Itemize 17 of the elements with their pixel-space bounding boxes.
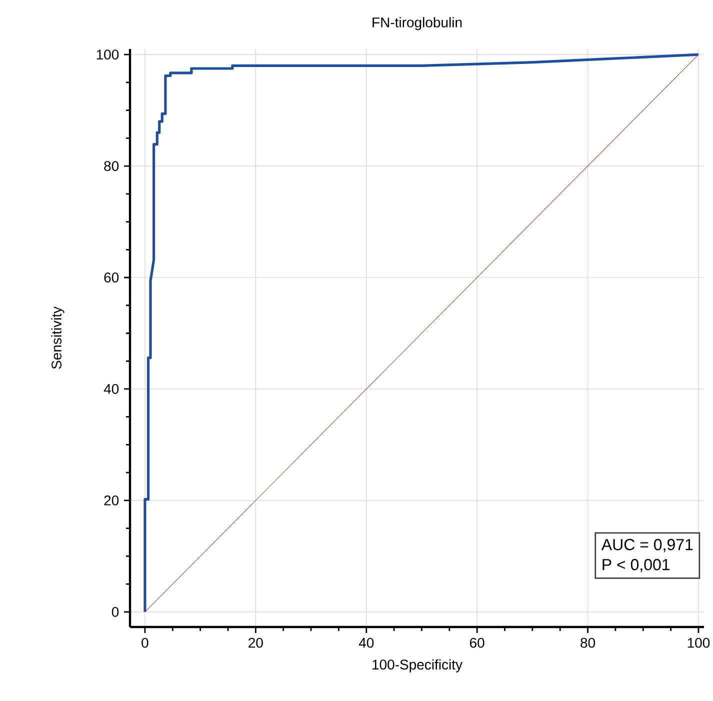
y-tick-label: 20 [104,496,119,506]
annotation: P < 0,001 [602,558,670,572]
y-tick-label: 80 [104,161,119,171]
chart-title: FN-tiroglobulin [372,17,462,30]
annotation: AUC = 0,971 [601,538,693,552]
x-tick-label: 80 [580,638,595,648]
x-tick-label: 40 [358,638,374,648]
y-tick-label: 40 [104,384,119,394]
y-tick-label: 0 [112,606,119,617]
y-axis-title: Sensitivity [51,306,64,369]
x-tick-label: 60 [470,638,484,648]
x-axis-title: 100-Specificity [372,659,462,672]
y-tick-label: 60 [104,272,119,282]
y-tick-label: 100 [96,50,119,60]
x-tick-label: 0 [142,638,148,648]
x-tick-label: 20 [248,638,263,648]
x-tick-label: 100 [688,638,710,648]
